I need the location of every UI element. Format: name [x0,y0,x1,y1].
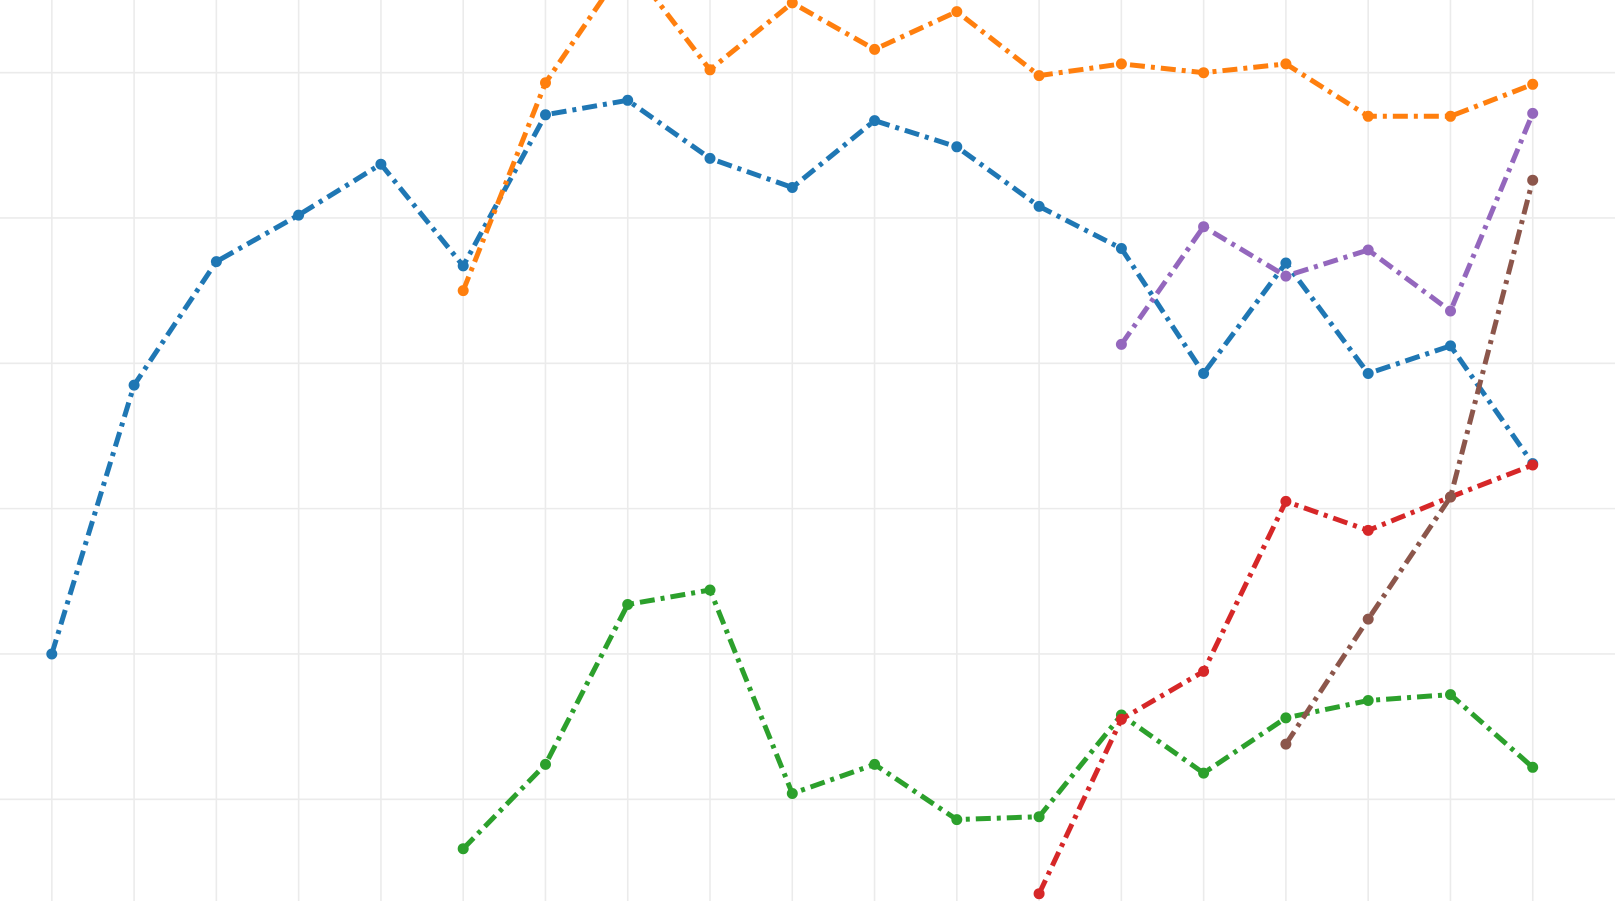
data-point [293,209,305,221]
data-point [1527,761,1539,773]
data-point [951,814,963,826]
data-point [1198,767,1210,779]
data-point [622,94,634,106]
data-point [375,158,387,170]
data-point [1362,244,1374,256]
data-point [1362,695,1374,706]
data-point [1445,491,1456,503]
data-point [1445,689,1456,701]
data-point [1115,338,1127,350]
data-point [1362,613,1374,625]
series-1 [46,94,1539,660]
data-point [540,77,551,89]
series-line [460,0,1534,292]
data-point [1445,110,1456,122]
data-point [1362,524,1374,536]
data-point [1198,368,1210,379]
series-2 [457,0,1539,297]
series-3 [457,584,1539,855]
data-point [786,0,798,9]
data-point [704,584,716,596]
data-point [1115,713,1127,725]
data-point [869,115,881,127]
data-point [1527,459,1539,471]
data-point [1362,110,1374,122]
data-point [1198,221,1210,233]
data-point [1527,174,1539,186]
data-point [951,141,963,153]
data-point [1198,665,1210,677]
data-point [1280,270,1292,282]
data-point [1527,78,1539,90]
data-point [457,843,469,855]
series-6 [1280,174,1539,750]
series-5 [1115,107,1539,350]
data-point [622,599,634,610]
data-point [951,6,963,18]
data-point [1115,58,1127,70]
data-point [1115,243,1127,254]
data-point [1198,67,1210,79]
series-line [1283,179,1536,746]
series-line [461,587,1535,851]
data-point [210,256,222,268]
data-point [704,152,716,164]
data-point [1362,368,1374,379]
data-point [457,285,469,297]
data-point [457,260,469,272]
data-point [540,758,551,770]
data-point [1280,495,1292,507]
data-point [786,182,798,193]
data-point [1280,257,1292,269]
data-point [1033,200,1045,212]
series-line [1119,112,1536,346]
chart-series-layer [46,0,1539,900]
data-point [1033,811,1045,823]
data-point [1033,888,1045,900]
data-point [704,64,716,76]
data-point [1280,738,1292,750]
data-point [1033,70,1045,82]
data-point [1445,340,1456,352]
data-point [46,648,58,660]
data-point [1280,712,1292,724]
data-point [786,788,798,799]
data-point [869,43,881,55]
data-point [128,379,140,391]
data-point [540,109,551,121]
data-point [1445,305,1456,317]
data-point [869,758,881,770]
data-point [1280,58,1292,70]
data-point [1527,107,1539,119]
